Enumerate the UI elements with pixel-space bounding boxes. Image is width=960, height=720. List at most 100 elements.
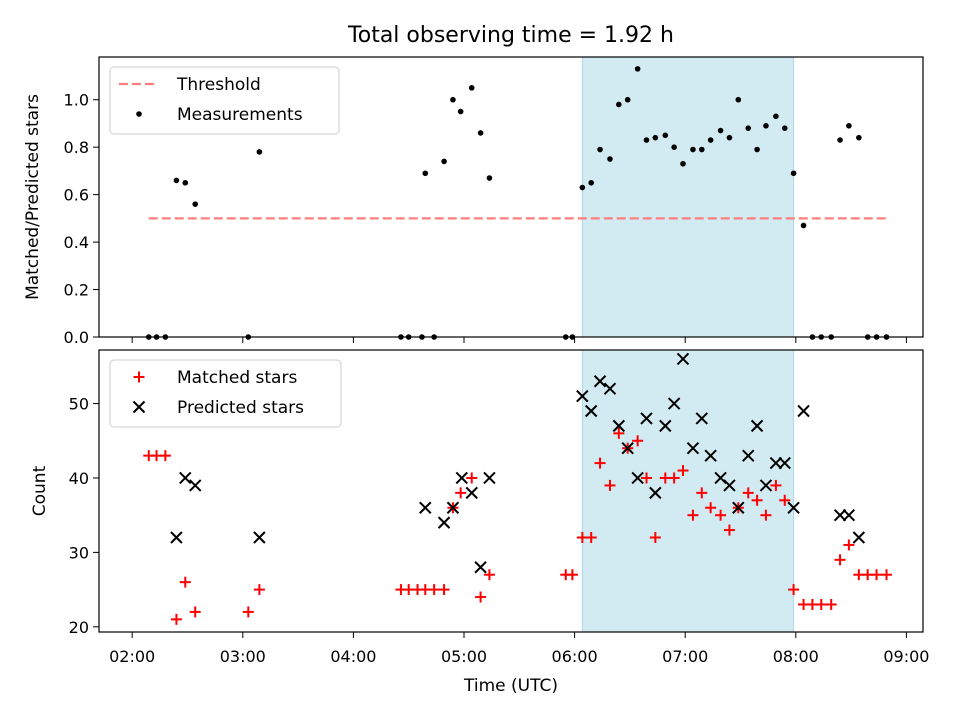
measurement-point — [680, 160, 686, 167]
highlight-span-top — [581, 56, 795, 338]
predicted-star-point — [631, 471, 644, 485]
matched-star-point — [170, 613, 182, 625]
y-tick-label-bottom: 20 — [69, 618, 89, 637]
y-tick-label-top: 0.2 — [64, 281, 89, 300]
matched-star-point — [760, 509, 772, 521]
measurement-point — [735, 96, 742, 103]
axes-frame-bottom — [98, 349, 924, 633]
measurement-point — [707, 137, 714, 143]
matched-star-point — [438, 584, 450, 596]
legend-bottom: Matched stars Predicted stars — [109, 359, 342, 428]
measurement-point — [790, 170, 797, 177]
matched-star-point — [189, 606, 201, 618]
measurement-point — [468, 85, 475, 91]
y-tick-label-bottom: 30 — [69, 543, 89, 562]
matched-star-point — [834, 554, 846, 566]
predicted-star-point — [253, 531, 266, 544]
y-tick-label-top: 1.0 — [64, 91, 89, 110]
matched-star-point — [179, 576, 191, 588]
predicted-star-point — [474, 561, 487, 574]
predicted-star-point — [437, 516, 451, 529]
legend-label: Measurements — [177, 105, 303, 125]
measurement-point — [441, 158, 447, 165]
predicted-star-point — [787, 501, 800, 514]
predicted-star-point — [686, 442, 700, 455]
measurement-point — [846, 123, 852, 129]
predicted-star-point — [742, 449, 755, 462]
measurement-point — [671, 144, 677, 150]
matched-star-point — [881, 569, 893, 581]
matched-star-point — [815, 598, 827, 610]
predicted-star-point — [640, 412, 653, 425]
predicted-star-point — [170, 531, 183, 544]
measurement-point — [597, 146, 603, 153]
measurement-point — [486, 175, 493, 181]
predicted-star-point — [852, 531, 866, 544]
legend-matched-marker — [133, 371, 145, 383]
measurement-point — [457, 108, 464, 115]
matched-star-point — [677, 465, 689, 477]
measurement-point — [182, 179, 189, 186]
y-tick-label-top: 0.0 — [64, 328, 89, 347]
matched-star-point — [715, 509, 727, 521]
predicted-star-point — [659, 419, 672, 433]
measurement-point — [450, 96, 456, 103]
matched-star-point — [242, 606, 254, 618]
matched-star-point — [455, 487, 467, 499]
predicted-star-point — [649, 486, 662, 500]
measurement-point — [256, 149, 263, 155]
matched-star-point — [566, 569, 578, 581]
measurement-point — [717, 127, 724, 134]
measurement-point — [643, 137, 650, 143]
predicted-star-point — [704, 449, 717, 462]
measurement-point — [754, 146, 760, 153]
predicted-star-point — [833, 508, 847, 522]
y-tick-label-top: 0.8 — [64, 138, 89, 157]
legend-predicted-marker — [132, 400, 146, 414]
legend-measurement-marker — [136, 111, 142, 117]
matched-star-point — [466, 472, 478, 484]
matched-star-point — [825, 598, 837, 610]
matched-star-point — [742, 487, 754, 499]
bottom-panel: 20 30 40 50 02:00 03:00 04:00 05:00 06:00 07:00 08… — [30, 349, 929, 666]
predicted-star-point — [612, 419, 626, 433]
predicted-star-point — [797, 404, 810, 418]
predicted-star-point — [483, 471, 496, 485]
x-tick-label: 04:00 — [330, 647, 376, 666]
matched-star-point — [475, 591, 487, 603]
matched-star-point — [428, 584, 440, 596]
x-tick-label: 07:00 — [662, 647, 708, 666]
matched-star-point — [613, 427, 625, 439]
measurement-point — [422, 170, 429, 177]
measurement-point — [579, 184, 586, 191]
measurement-point — [698, 146, 705, 153]
predicted-star-point — [778, 456, 791, 470]
measurement-point — [477, 130, 484, 136]
matched-star-point — [585, 532, 597, 544]
measurement-point — [837, 137, 843, 143]
measurement-point — [624, 96, 631, 103]
matched-star-point — [253, 584, 265, 596]
measurement-point — [192, 201, 199, 207]
predicted-star-point — [695, 412, 708, 425]
measurement-point — [726, 134, 733, 141]
top-panel: 0.0 0.2 0.4 0.6 0.8 1.0 Matched/Predicted star… — [23, 56, 924, 347]
predicted-star-point — [842, 508, 856, 522]
predicted-star-point — [189, 479, 202, 492]
predicted-star-point — [419, 501, 432, 514]
measurement-point — [616, 101, 622, 108]
matched-star-point — [751, 494, 763, 506]
predicted-star-point — [593, 375, 607, 388]
matched-star-point — [668, 472, 680, 484]
axes-frame-top — [98, 56, 924, 338]
matched-star-point — [843, 539, 855, 551]
predicted-star-point — [446, 501, 460, 514]
x-tick-label: 03:00 — [220, 647, 266, 666]
matched-star-point — [594, 457, 606, 469]
predicted-star-point — [769, 456, 783, 470]
chart-title: Total observing time = 1.92 h — [347, 23, 674, 48]
legend-label: Threshold — [176, 75, 261, 95]
y-tick-label-top: 0.4 — [64, 233, 89, 252]
measurement-point — [690, 146, 696, 153]
